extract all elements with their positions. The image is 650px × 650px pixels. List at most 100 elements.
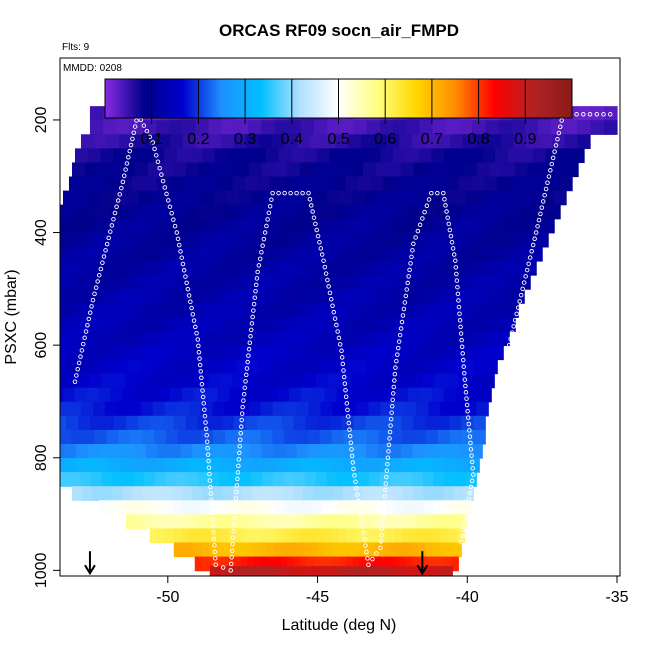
heatmap-cell	[315, 373, 329, 389]
heatmap-cell	[344, 458, 357, 473]
heatmap-cell	[60, 387, 64, 403]
track-point	[228, 561, 234, 567]
heatmap-cell	[392, 218, 406, 234]
track-point	[109, 223, 115, 228]
track-point	[388, 423, 393, 428]
heatmap-cell	[499, 289, 513, 304]
track-point	[183, 274, 188, 279]
heatmap-cell	[183, 246, 197, 262]
heatmap-cell	[361, 303, 375, 318]
heatmap-cell	[401, 260, 414, 276]
track-point	[493, 406, 499, 412]
heatmap-cell	[185, 204, 199, 220]
heatmap-cell	[296, 317, 310, 332]
track-point	[236, 457, 242, 462]
track-point	[330, 303, 335, 308]
heatmap-cell	[286, 275, 299, 290]
track-point	[379, 526, 385, 531]
heatmap-cell	[392, 556, 400, 572]
heatmap-cell	[359, 345, 373, 361]
heatmap-cell	[447, 443, 460, 459]
heatmap-cell	[145, 443, 158, 459]
track-point	[204, 432, 209, 438]
heatmap-cell	[474, 260, 488, 276]
heatmap-cell	[408, 275, 421, 290]
x-tick-label: -45	[306, 589, 329, 606]
heatmap-cell	[366, 359, 379, 375]
heatmap-cell	[274, 542, 283, 558]
heatmap-cell	[450, 134, 464, 149]
track-point	[157, 165, 162, 171]
track-point	[546, 174, 552, 179]
track-point	[155, 159, 161, 165]
heatmap-cell	[424, 528, 434, 544]
heatmap-cell	[434, 566, 441, 576]
heatmap-cell	[154, 429, 167, 445]
heatmap-cell	[238, 443, 251, 459]
heatmap-cell	[305, 218, 319, 234]
track-point	[390, 397, 395, 403]
heatmap-cell	[88, 190, 102, 206]
heatmap-cell	[503, 190, 517, 206]
track-point	[540, 199, 546, 204]
heatmap-cell	[196, 246, 210, 262]
heatmap-cell	[208, 134, 222, 149]
heatmap-cell	[512, 289, 525, 304]
track-point	[86, 316, 92, 322]
heatmap-cell	[217, 387, 230, 403]
track-point	[385, 461, 390, 467]
heatmap-cell	[418, 317, 431, 332]
heatmap-cell	[176, 472, 188, 487]
heatmap-cell	[510, 204, 524, 220]
heatmap-cell	[142, 429, 155, 445]
heatmap-cell	[343, 566, 350, 576]
track-point	[96, 272, 102, 278]
track-point	[548, 168, 553, 173]
heatmap-cell	[358, 500, 369, 515]
heatmap-cell	[125, 373, 138, 389]
heatmap-cell	[188, 275, 202, 290]
heatmap-cell	[590, 120, 605, 135]
heatmap-cell	[171, 331, 185, 347]
track-point	[336, 335, 342, 341]
heatmap-cell	[168, 443, 182, 459]
heatmap-cell	[107, 345, 121, 361]
track-point	[529, 249, 534, 254]
heatmap-cell	[142, 486, 153, 501]
heatmap-cell	[116, 359, 129, 375]
heatmap-cell	[450, 260, 464, 276]
heatmap-cell	[429, 218, 443, 234]
heatmap-cell	[248, 120, 262, 135]
heatmap-cells	[60, 106, 618, 576]
heatmap-cell	[134, 514, 144, 530]
heatmap-cell	[374, 232, 388, 248]
heatmap-cell	[432, 528, 442, 544]
y-axis-label: PSXC (mbar)	[3, 269, 20, 364]
track-point	[397, 332, 403, 338]
heatmap-cell	[293, 289, 307, 304]
heatmap-cell	[278, 148, 292, 164]
heatmap-cell	[359, 556, 367, 572]
track-point	[184, 280, 189, 286]
heatmap-cell	[331, 443, 344, 459]
heatmap-cell	[472, 204, 486, 220]
heatmap-cell	[367, 542, 376, 558]
track-point	[179, 255, 184, 260]
heatmap-cell	[272, 204, 286, 220]
heatmap-cell	[366, 458, 379, 473]
heatmap-cell	[389, 458, 402, 473]
track-point	[391, 384, 397, 390]
heatmap-cell	[160, 162, 174, 178]
heatmap-cell	[157, 443, 170, 459]
heatmap-cell	[270, 566, 278, 576]
heatmap-cell	[131, 345, 145, 361]
heatmap-cell	[282, 566, 290, 576]
heatmap-cell	[456, 275, 470, 290]
heatmap-cell	[386, 134, 400, 149]
heatmap-cell	[292, 331, 305, 347]
heatmap-cell	[282, 359, 296, 375]
heatmap-cell	[319, 246, 333, 262]
heatmap-cell	[172, 486, 183, 501]
heatmap-cell	[432, 542, 441, 558]
track-point	[234, 483, 240, 488]
